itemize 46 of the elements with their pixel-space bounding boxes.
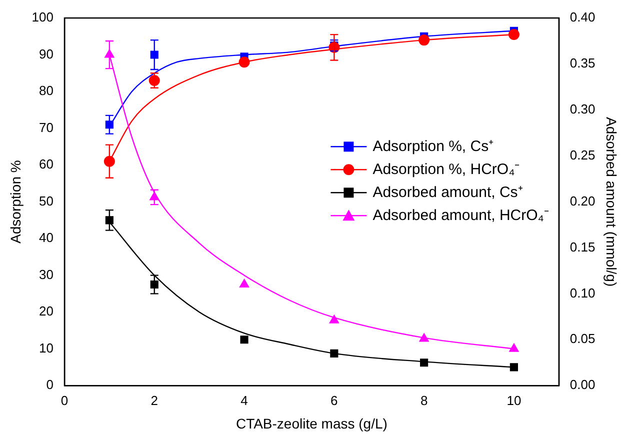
point xyxy=(150,50,158,59)
y-tick-label: 10 xyxy=(39,340,54,356)
y-tick-label: 80 xyxy=(39,83,54,98)
point xyxy=(238,56,250,68)
point xyxy=(508,29,520,40)
y2-tick-label: 0.15 xyxy=(570,239,596,254)
y2-tick-label: 0.30 xyxy=(570,101,596,116)
y2-tick-label: 0.25 xyxy=(570,147,596,162)
y-tick-label: 90 xyxy=(39,46,54,62)
y-tick-label: 0 xyxy=(46,377,54,392)
y-tick-label: 60 xyxy=(39,156,54,172)
y-tick-label: 100 xyxy=(32,10,54,25)
x-tick-label: 4 xyxy=(240,392,248,408)
point xyxy=(148,74,160,86)
legend-label: Adsorbed amount, HCrO₄⁻ xyxy=(372,206,549,224)
x-tick-label: 0 xyxy=(60,392,68,408)
y2-tick-label: 0.10 xyxy=(570,285,596,300)
y2-tick-label: 0.05 xyxy=(570,331,596,346)
point xyxy=(418,34,430,46)
x-axis-title: CTAB-zeolite mass (g/L) xyxy=(236,415,388,432)
point xyxy=(330,349,338,358)
y2-tick-label: 0.00 xyxy=(570,377,596,392)
y2-tick-label: 0.35 xyxy=(570,56,596,71)
legend-label: Adsorbed amount, Cs⁺ xyxy=(372,184,523,201)
y-tick-label: 20 xyxy=(39,304,54,319)
y2-axis-title: Adsorbed amount (mmol/g) xyxy=(604,116,620,287)
y-tick-label: 40 xyxy=(39,230,54,246)
y2-tick-label: 0.20 xyxy=(570,193,596,208)
point xyxy=(239,279,250,288)
y2-tick-label: 0.40 xyxy=(570,10,596,25)
x-tick-label: 10 xyxy=(506,392,522,408)
y-axis-title: Adsorption % xyxy=(7,160,24,244)
legend-label: Adsorption %, Cs⁺ xyxy=(372,138,494,155)
x-tick-label: 2 xyxy=(150,392,158,408)
legend-label: Adsorption %, HCrO₄⁻ xyxy=(372,160,520,178)
point xyxy=(420,358,428,367)
x-tick-label: 8 xyxy=(420,392,428,408)
point xyxy=(509,343,519,352)
y-tick-label: 70 xyxy=(39,120,54,135)
y-tick-label: 30 xyxy=(39,266,54,282)
x-tick-label: 6 xyxy=(330,392,338,408)
point xyxy=(419,333,429,342)
point xyxy=(510,363,518,372)
point xyxy=(240,336,248,344)
y-tick-label: 50 xyxy=(39,193,54,208)
point xyxy=(329,314,339,324)
